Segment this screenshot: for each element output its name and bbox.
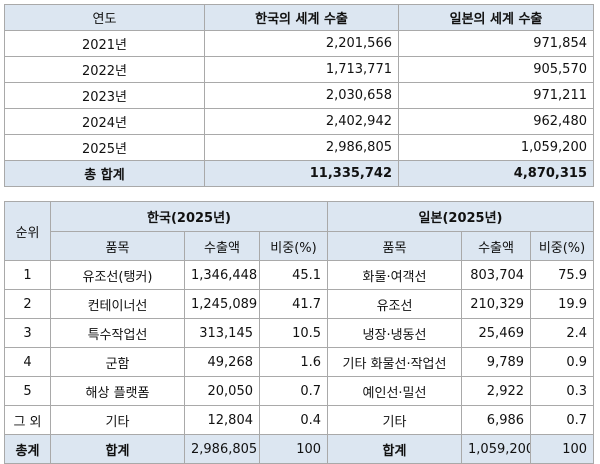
japan-item-header: 품목 bbox=[327, 231, 463, 261]
total-label: 총 합계 bbox=[4, 160, 205, 187]
korea-exports-cell: 2,986,805 bbox=[204, 134, 399, 161]
japan-share-cell: 2.4 bbox=[530, 318, 595, 348]
rank-column-header: 순위 bbox=[4, 201, 51, 261]
rank-cell: 4 bbox=[4, 347, 51, 377]
japan-amount-header: 수출액 bbox=[461, 231, 532, 261]
table-row: 2021년 2,201,566 971,854 bbox=[4, 30, 594, 57]
korea-share-cell: 0.7 bbox=[258, 376, 329, 406]
korea-amount-cell: 20,050 bbox=[184, 376, 260, 406]
korea-exports-column-header: 한국의 세계 수출 bbox=[204, 4, 399, 31]
korea-amount-cell: 1,245,089 bbox=[184, 289, 260, 319]
total-label: 총계 bbox=[4, 434, 51, 464]
japan-item-cell: 유조선 bbox=[327, 289, 463, 319]
korea-exports-cell: 1,713,771 bbox=[204, 56, 399, 83]
korea-share-cell: 0.4 bbox=[258, 405, 329, 435]
japan-share-cell: 0.9 bbox=[530, 347, 595, 377]
rank-cell: 1 bbox=[4, 260, 51, 290]
japan-amount-cell: 9,789 bbox=[461, 347, 532, 377]
table1-total-row: 총 합계 11,335,742 4,870,315 bbox=[4, 160, 594, 187]
korea-share-header: 비중(%) bbox=[258, 231, 329, 261]
year-column-header: 연도 bbox=[4, 4, 205, 31]
korea-share-cell: 10.5 bbox=[258, 318, 329, 348]
korea-item-cell: 기타 bbox=[50, 405, 185, 435]
japan-share-cell: 0.3 bbox=[530, 376, 595, 406]
korea-item-cell: 컨테이너선 bbox=[50, 289, 185, 319]
rank-cell: 그 외 bbox=[4, 405, 51, 435]
table-row: 3 특수작업선 313,145 10.5 냉장·냉동선 25,469 2.4 bbox=[4, 318, 595, 348]
korea-total-cell: 11,335,742 bbox=[204, 160, 399, 187]
table-row: 2023년 2,030,658 971,211 bbox=[4, 82, 594, 109]
japan-item-cell: 기타 bbox=[327, 405, 463, 435]
japan-total-cell: 4,870,315 bbox=[398, 160, 594, 187]
japan-amount-cell: 803,704 bbox=[461, 260, 532, 290]
japan-share-cell: 0.7 bbox=[530, 405, 595, 435]
korea-share-cell: 45.1 bbox=[258, 260, 329, 290]
korea-item-cell: 군함 bbox=[50, 347, 185, 377]
rank-cell: 2 bbox=[4, 289, 51, 319]
korea-amount-cell: 49,268 bbox=[184, 347, 260, 377]
japan-exports-cell: 905,570 bbox=[398, 56, 594, 83]
japan-item-cell: 화물·여객선 bbox=[327, 260, 463, 290]
korea-total-amount: 2,986,805 bbox=[184, 434, 260, 464]
table2-sub-header-row: 품목 수출액 비중(%) 품목 수출액 비중(%) bbox=[5, 231, 595, 261]
japan-exports-cell: 971,211 bbox=[398, 82, 594, 109]
japan-exports-cell: 1,059,200 bbox=[398, 134, 594, 161]
rank-cell: 5 bbox=[4, 376, 51, 406]
korea-amount-cell: 313,145 bbox=[184, 318, 260, 348]
year-cell: 2021년 bbox=[4, 30, 205, 57]
korea-exports-cell: 2,201,566 bbox=[204, 30, 399, 57]
annual-exports-table: 연도 한국의 세계 수출 일본의 세계 수출 2021년 2,201,566 9… bbox=[4, 4, 594, 187]
japan-amount-cell: 25,469 bbox=[461, 318, 532, 348]
japan-total-item: 합계 bbox=[327, 434, 463, 464]
year-cell: 2024년 bbox=[4, 108, 205, 135]
korea-item-cell: 유조선(탱커) bbox=[50, 260, 185, 290]
korea-group-header: 한국(2025년) bbox=[49, 201, 329, 232]
ship-export-ranking-table: 순위 한국(2025년) 일본(2025년) 품목 수출액 비중(%) 품목 수… bbox=[4, 201, 595, 464]
japan-total-share: 100 bbox=[530, 434, 595, 464]
table-row: 2025년 2,986,805 1,059,200 bbox=[4, 134, 594, 161]
korea-amount-cell: 12,804 bbox=[184, 405, 260, 435]
korea-total-share: 100 bbox=[258, 434, 329, 464]
table-row: 4 군함 49,268 1.6 기타 화물선·작업선 9,789 0.9 bbox=[4, 347, 595, 377]
table2-total-row: 총계 합계 2,986,805 100 합계 1,059,200 100 bbox=[4, 434, 595, 464]
korea-total-item: 합계 bbox=[50, 434, 185, 464]
year-cell: 2023년 bbox=[4, 82, 205, 109]
table-row: 2 컨테이너선 1,245,089 41.7 유조선 210,329 19.9 bbox=[4, 289, 595, 319]
korea-exports-cell: 2,030,658 bbox=[204, 82, 399, 109]
year-cell: 2022년 bbox=[4, 56, 205, 83]
japan-share-cell: 19.9 bbox=[530, 289, 595, 319]
table-row: 5 해상 플랫폼 20,050 0.7 예인선·밀선 2,922 0.3 bbox=[4, 376, 595, 406]
korea-amount-header: 수출액 bbox=[184, 231, 260, 261]
japan-item-cell: 냉장·냉동선 bbox=[327, 318, 463, 348]
table-row: 1 유조선(탱커) 1,346,448 45.1 화물·여객선 803,704 … bbox=[4, 260, 595, 290]
japan-item-cell: 기타 화물선·작업선 bbox=[327, 347, 463, 377]
table-row: 2022년 1,713,771 905,570 bbox=[4, 56, 594, 83]
japan-share-cell: 75.9 bbox=[530, 260, 595, 290]
table-row: 2024년 2,402,942 962,480 bbox=[4, 108, 594, 135]
japan-exports-cell: 971,854 bbox=[398, 30, 594, 57]
japan-share-header: 비중(%) bbox=[530, 231, 595, 261]
japan-amount-cell: 6,986 bbox=[461, 405, 532, 435]
japan-amount-cell: 2,922 bbox=[461, 376, 532, 406]
korea-amount-cell: 1,346,448 bbox=[184, 260, 260, 290]
korea-item-cell: 해상 플랫폼 bbox=[50, 376, 185, 406]
korea-share-cell: 1.6 bbox=[258, 347, 329, 377]
japan-amount-cell: 210,329 bbox=[461, 289, 532, 319]
korea-exports-cell: 2,402,942 bbox=[204, 108, 399, 135]
table1-header-row: 연도 한국의 세계 수출 일본의 세계 수출 bbox=[4, 4, 594, 31]
table2-group-header-row: 순위 한국(2025년) 일본(2025년) bbox=[4, 201, 595, 261]
japan-total-amount: 1,059,200 bbox=[461, 434, 532, 464]
korea-item-cell: 특수작업선 bbox=[50, 318, 185, 348]
korea-share-cell: 41.7 bbox=[258, 289, 329, 319]
japan-exports-cell: 962,480 bbox=[398, 108, 594, 135]
rank-cell: 3 bbox=[4, 318, 51, 348]
table-row: 그 외 기타 12,804 0.4 기타 6,986 0.7 bbox=[4, 405, 595, 435]
year-cell: 2025년 bbox=[4, 134, 205, 161]
japan-group-header: 일본(2025년) bbox=[327, 201, 595, 232]
korea-item-header: 품목 bbox=[50, 231, 185, 261]
japan-item-cell: 예인선·밀선 bbox=[327, 376, 463, 406]
japan-exports-column-header: 일본의 세계 수출 bbox=[398, 4, 594, 31]
